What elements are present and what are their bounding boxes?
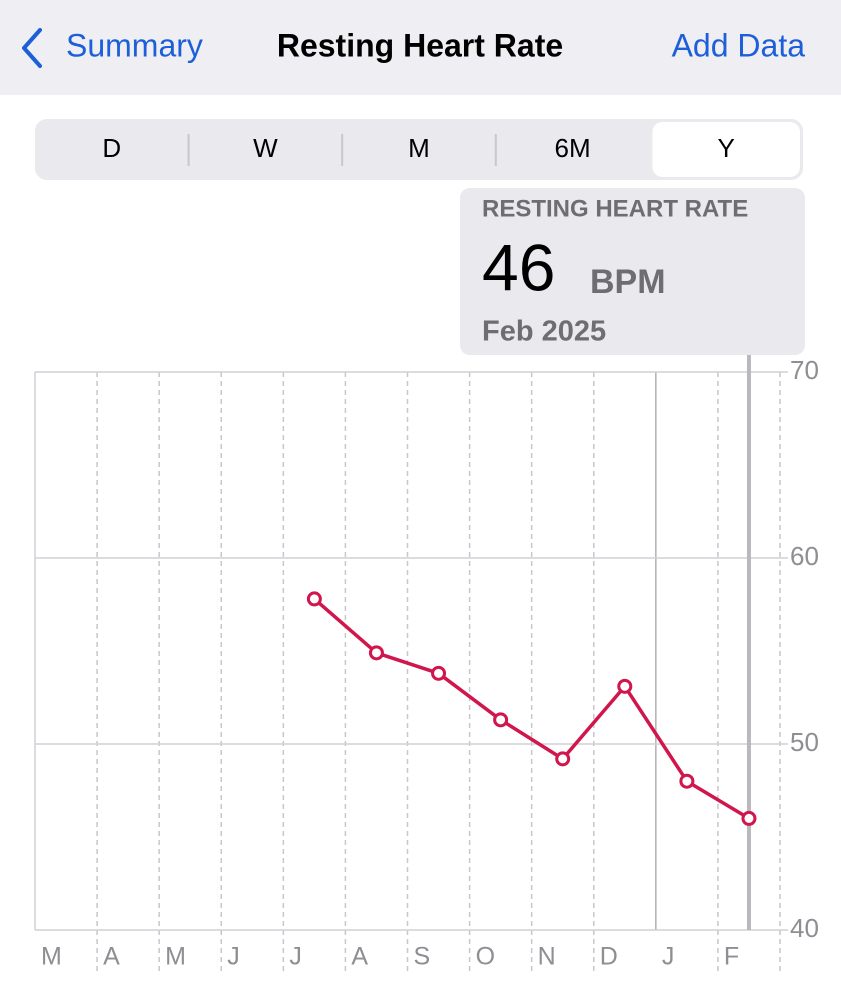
- callout-value: 46: [482, 230, 555, 304]
- callout-label: RESTING HEART RATE: [482, 195, 748, 222]
- segment[interactable]: M: [408, 133, 430, 163]
- segmented-control: [35, 119, 803, 180]
- x-tick-label: J: [227, 943, 240, 971]
- data-point: [679, 773, 695, 789]
- x-tick-label: J: [662, 943, 675, 971]
- y-tick-label: 50: [790, 727, 819, 757]
- x-tick-label: A: [103, 943, 120, 971]
- x-tick-label: F: [724, 943, 739, 971]
- x-tick-label: J: [289, 943, 302, 971]
- segment[interactable]: 6M: [555, 133, 591, 163]
- back-chevron[interactable]: [22, 28, 42, 68]
- data-point: [555, 751, 571, 767]
- back-button[interactable]: Summary: [66, 27, 203, 63]
- segment-selected: [652, 122, 800, 177]
- data-point: [493, 712, 509, 728]
- x-tick-label: D: [600, 943, 618, 971]
- add-data-button[interactable]: Add Data: [672, 27, 806, 63]
- data-point: [368, 645, 384, 661]
- x-tick-label: M: [41, 943, 62, 971]
- x-tick-label: S: [414, 943, 431, 971]
- x-tick-label: M: [165, 943, 186, 971]
- callout: [460, 188, 805, 355]
- nav-bar: [0, 0, 841, 95]
- line: [313, 597, 750, 820]
- nav-title: Resting Heart Rate: [277, 27, 563, 63]
- segment[interactable]: Y: [718, 133, 735, 163]
- data-point: [306, 591, 322, 607]
- segment[interactable]: W: [253, 133, 278, 163]
- y-tick-label: 40: [790, 913, 819, 943]
- segment[interactable]: D: [102, 133, 121, 163]
- callout-date: Feb 2025: [482, 316, 606, 348]
- data-point: [431, 665, 447, 681]
- data-point: [617, 678, 633, 694]
- y-tick-label: 70: [790, 355, 819, 385]
- data-point: [741, 810, 757, 826]
- y-tick-label: 60: [790, 541, 819, 571]
- callout-unit: BPM: [590, 263, 666, 301]
- x-tick-label: A: [351, 943, 368, 971]
- x-tick-label: N: [538, 943, 556, 971]
- x-tick-label: O: [476, 943, 495, 971]
